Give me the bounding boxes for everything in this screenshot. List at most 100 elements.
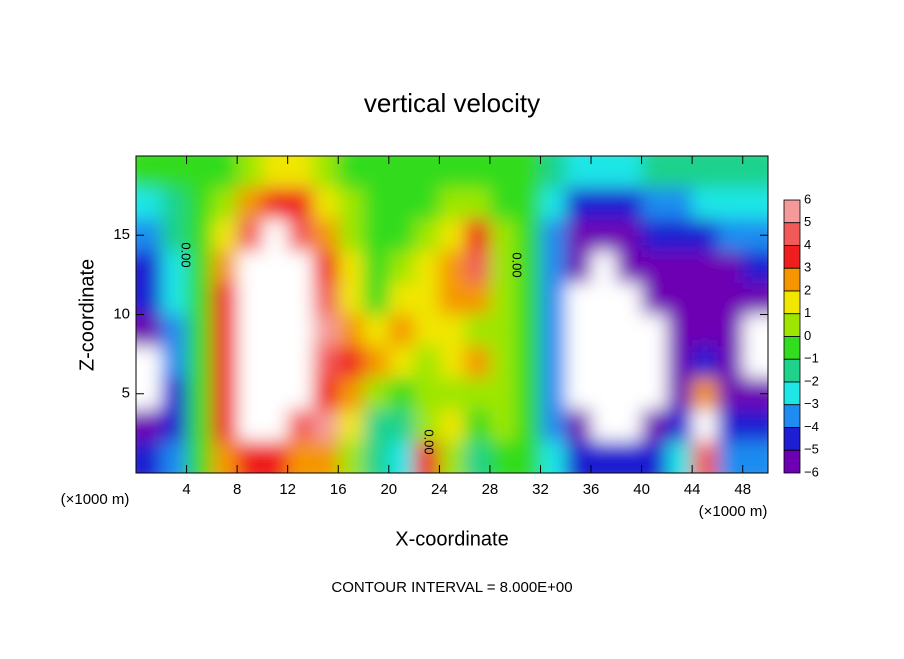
field-cell: [666, 409, 693, 442]
colorbar-box: [783, 381, 801, 406]
field-cell: [641, 282, 668, 315]
field-cell: [692, 156, 718, 189]
field-cell: [363, 187, 390, 220]
field-cell: [186, 377, 213, 411]
colorbar-label: 1: [804, 305, 811, 320]
field-cell: [540, 314, 567, 347]
field-cell: [591, 314, 617, 347]
field-cell: [616, 187, 643, 220]
field-cell: [312, 156, 339, 189]
y-tick-label: 5: [122, 385, 130, 402]
field-cell: [742, 282, 768, 315]
field-cell: [591, 282, 617, 315]
field-cell: [237, 251, 263, 284]
field-cell: [515, 409, 541, 442]
field-cell: [414, 377, 440, 411]
colorbar-box: [783, 358, 801, 383]
colorbar-label: 6: [804, 191, 811, 206]
contour-label: 0.00: [510, 252, 525, 277]
field-cell: [540, 441, 567, 473]
colorbar-label: 0: [804, 328, 811, 343]
field-cell: [262, 156, 289, 189]
field-cell: [439, 282, 466, 315]
field-cell: [237, 409, 263, 442]
field-cell: [489, 441, 516, 473]
field-cell: [565, 187, 592, 220]
field-cell: [262, 377, 289, 411]
field-cell: [211, 156, 238, 189]
field-cell: [540, 409, 567, 442]
field-cell: [692, 314, 718, 347]
colorbar-label: −5: [804, 442, 819, 457]
field-cell: [489, 346, 516, 379]
field-cell: [742, 156, 768, 189]
field-cell: [641, 251, 668, 284]
field-cell: [414, 346, 440, 379]
contour-label: 0.00: [179, 242, 194, 267]
field-cell: [262, 314, 289, 347]
field-cell: [616, 219, 643, 252]
field-cell: [540, 282, 567, 315]
field-cell: [186, 441, 213, 473]
field-cell: [616, 282, 643, 315]
field-cell: [312, 187, 339, 220]
field-cell: [287, 219, 314, 252]
field-cell: [186, 156, 213, 189]
field-cell: [262, 346, 289, 379]
chart-title: vertical velocity: [364, 88, 540, 118]
field-cell: [666, 156, 693, 189]
field-cell: [414, 409, 440, 442]
field-cell: [565, 377, 592, 411]
field-cell: [565, 314, 592, 347]
footer: CONTOUR INTERVAL = 8.000E+00: [331, 579, 572, 596]
field-cell: [591, 219, 617, 252]
field-cell: [641, 156, 668, 189]
field-cell: [414, 282, 440, 315]
field-cell: [641, 441, 668, 473]
field-cell: [666, 346, 693, 379]
field-cell: [338, 156, 365, 189]
field-cell: [312, 314, 339, 347]
field-cell: [591, 251, 617, 284]
field-cell: [565, 219, 592, 252]
field-cell: [338, 409, 365, 442]
field-cell: [489, 251, 516, 284]
field-cell: [211, 219, 238, 252]
colorbar-box: [783, 199, 801, 224]
field-cell: [262, 187, 289, 220]
field-cell: [641, 314, 668, 347]
field-cell: [565, 409, 592, 442]
field-cell: [616, 409, 643, 442]
field-cell: [363, 156, 390, 189]
field-cell: [489, 409, 516, 442]
field-cell: [186, 409, 213, 442]
x-tick-label: 48: [734, 481, 751, 498]
field-cell: [742, 314, 768, 347]
field-cell: [464, 377, 491, 411]
field-cell: [363, 314, 390, 347]
y-tick-label: 10: [113, 305, 130, 322]
field-cell: [666, 187, 693, 220]
y-tick-label: 15: [113, 226, 130, 243]
field-cell: [565, 346, 592, 379]
field-cell: [287, 409, 314, 442]
field-cell: [388, 156, 415, 189]
field-cell: [439, 314, 466, 347]
field-cell: [287, 441, 314, 473]
field-cell: [312, 282, 339, 315]
field-cell: [262, 441, 289, 473]
field-cell: [540, 156, 567, 189]
colorbar-label: −4: [804, 419, 819, 434]
field-cell: [666, 377, 693, 411]
field-cell: [666, 441, 693, 473]
field-cell: [136, 441, 162, 473]
field-cell: [515, 282, 541, 315]
field-cell: [591, 187, 617, 220]
field-cell: [186, 314, 213, 347]
field-cell: [464, 409, 491, 442]
field-cell: [363, 282, 390, 315]
field-cell: [338, 346, 365, 379]
field-cell: [211, 409, 238, 442]
field-cell: [666, 282, 693, 315]
field-cell: [287, 156, 314, 189]
